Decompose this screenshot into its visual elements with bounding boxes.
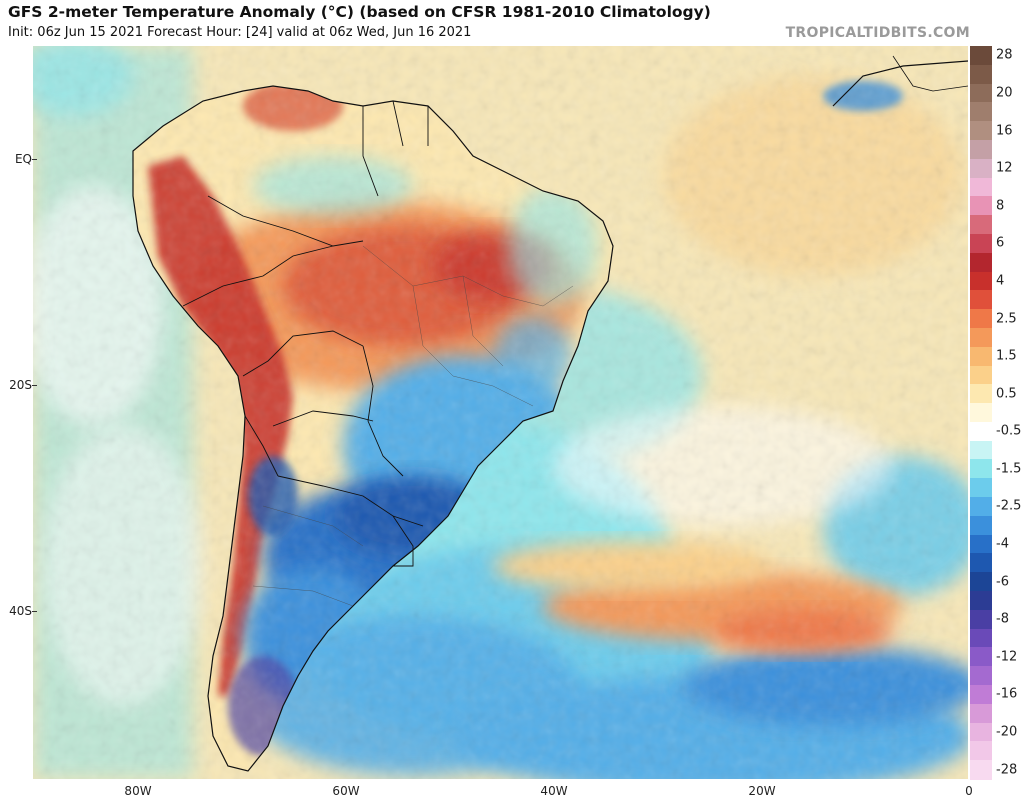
- colorbar-segment: [970, 46, 992, 66]
- colorbar-label: -12: [996, 649, 1018, 665]
- colorbar-label: 20: [996, 85, 1013, 101]
- colorbar-segment: [970, 572, 992, 592]
- colorbar-label: -20: [996, 724, 1018, 740]
- colorbar-segment: [970, 609, 992, 630]
- colorbar-segment: [970, 591, 992, 611]
- colorbar-label: -6: [996, 574, 1009, 590]
- colorbar-segment: [970, 403, 992, 423]
- lon-tick-0: 0: [965, 784, 973, 798]
- colorbar: [970, 46, 992, 780]
- lat-tick-40s: 40S: [0, 604, 37, 618]
- colorbar-segment: [970, 459, 992, 479]
- colorbar-segment: [970, 703, 992, 724]
- colorbar-label: 6: [996, 235, 1005, 251]
- colorbar-segment: [970, 440, 992, 461]
- colorbar-label: 4: [996, 273, 1005, 289]
- colorbar-segment: [970, 384, 992, 404]
- brand-watermark: TROPICALTIDBITS.COM: [785, 25, 970, 41]
- colorbar-label: 12: [996, 160, 1013, 176]
- colorbar-segment: [970, 628, 992, 649]
- colorbar-label: -2.5: [996, 498, 1022, 514]
- colorbar-segment: [970, 553, 992, 573]
- colorbar-segment: [970, 139, 992, 160]
- colorbar-segment: [970, 365, 992, 385]
- colorbar-label: 1.5: [996, 348, 1017, 364]
- colorbar-segment: [970, 271, 992, 291]
- country-borders: [182, 100, 429, 567]
- colorbar-segment: [970, 515, 992, 536]
- colorbar-label: -0.5: [996, 423, 1022, 439]
- colorbar-segment: [970, 497, 992, 517]
- colorbar-segment: [970, 252, 992, 273]
- colorbar-segment: [970, 290, 992, 310]
- colorbar-segment: [970, 760, 992, 780]
- colorbar-segment: [970, 83, 992, 103]
- colorbar-segment: [970, 233, 992, 254]
- colorbar-label: 28: [996, 47, 1013, 63]
- forecast-info: Init: 06z Jun 15 2021 Forecast Hour: [24…: [8, 25, 472, 40]
- colorbar-label: -8: [996, 611, 1009, 627]
- lon-tick-40w: 40W: [540, 784, 568, 798]
- colorbar-label: 2.5: [996, 311, 1017, 327]
- lon-tick-60w: 60W: [332, 784, 360, 798]
- colorbar-label: -1.5: [996, 461, 1022, 477]
- lon-tick-20w: 20W: [748, 784, 776, 798]
- colorbar-segment: [970, 215, 992, 235]
- lat-tick-20s: 20S: [0, 378, 37, 392]
- colorbar-label: 16: [996, 123, 1013, 139]
- colorbar-label: -4: [996, 536, 1009, 552]
- colorbar-segment: [970, 196, 992, 216]
- colorbar-label: 8: [996, 198, 1005, 214]
- colorbar-segment: [970, 309, 992, 329]
- colorbar-segment: [970, 421, 992, 442]
- colorbar-segment: [970, 647, 992, 667]
- colorbar-segment: [970, 177, 992, 197]
- colorbar-segment: [970, 741, 992, 761]
- map-title: GFS 2-meter Temperature Anomaly (°C) (ba…: [8, 3, 711, 21]
- colorbar-segment: [970, 722, 992, 742]
- colorbar-label: -28: [996, 762, 1018, 778]
- temperature-anomaly-map: [33, 46, 968, 779]
- colorbar-segment: [970, 685, 992, 705]
- colorbar-segment: [970, 478, 992, 498]
- colorbar-segment: [970, 327, 992, 348]
- colorbar-label: -16: [996, 686, 1018, 702]
- lon-tick-80w: 80W: [124, 784, 152, 798]
- colorbar-segment: [970, 121, 992, 141]
- lat-tick-eq: EQ: [0, 152, 37, 166]
- colorbar-segment: [970, 64, 992, 85]
- colorbar-segment: [970, 534, 992, 555]
- state-borders: [252, 245, 574, 607]
- colorbar-segment: [970, 666, 992, 686]
- colorbar-segment: [970, 346, 992, 367]
- colorbar-segment: [970, 102, 992, 122]
- colorbar-label: 0.5: [996, 386, 1017, 402]
- colorbar-segment: [970, 158, 992, 179]
